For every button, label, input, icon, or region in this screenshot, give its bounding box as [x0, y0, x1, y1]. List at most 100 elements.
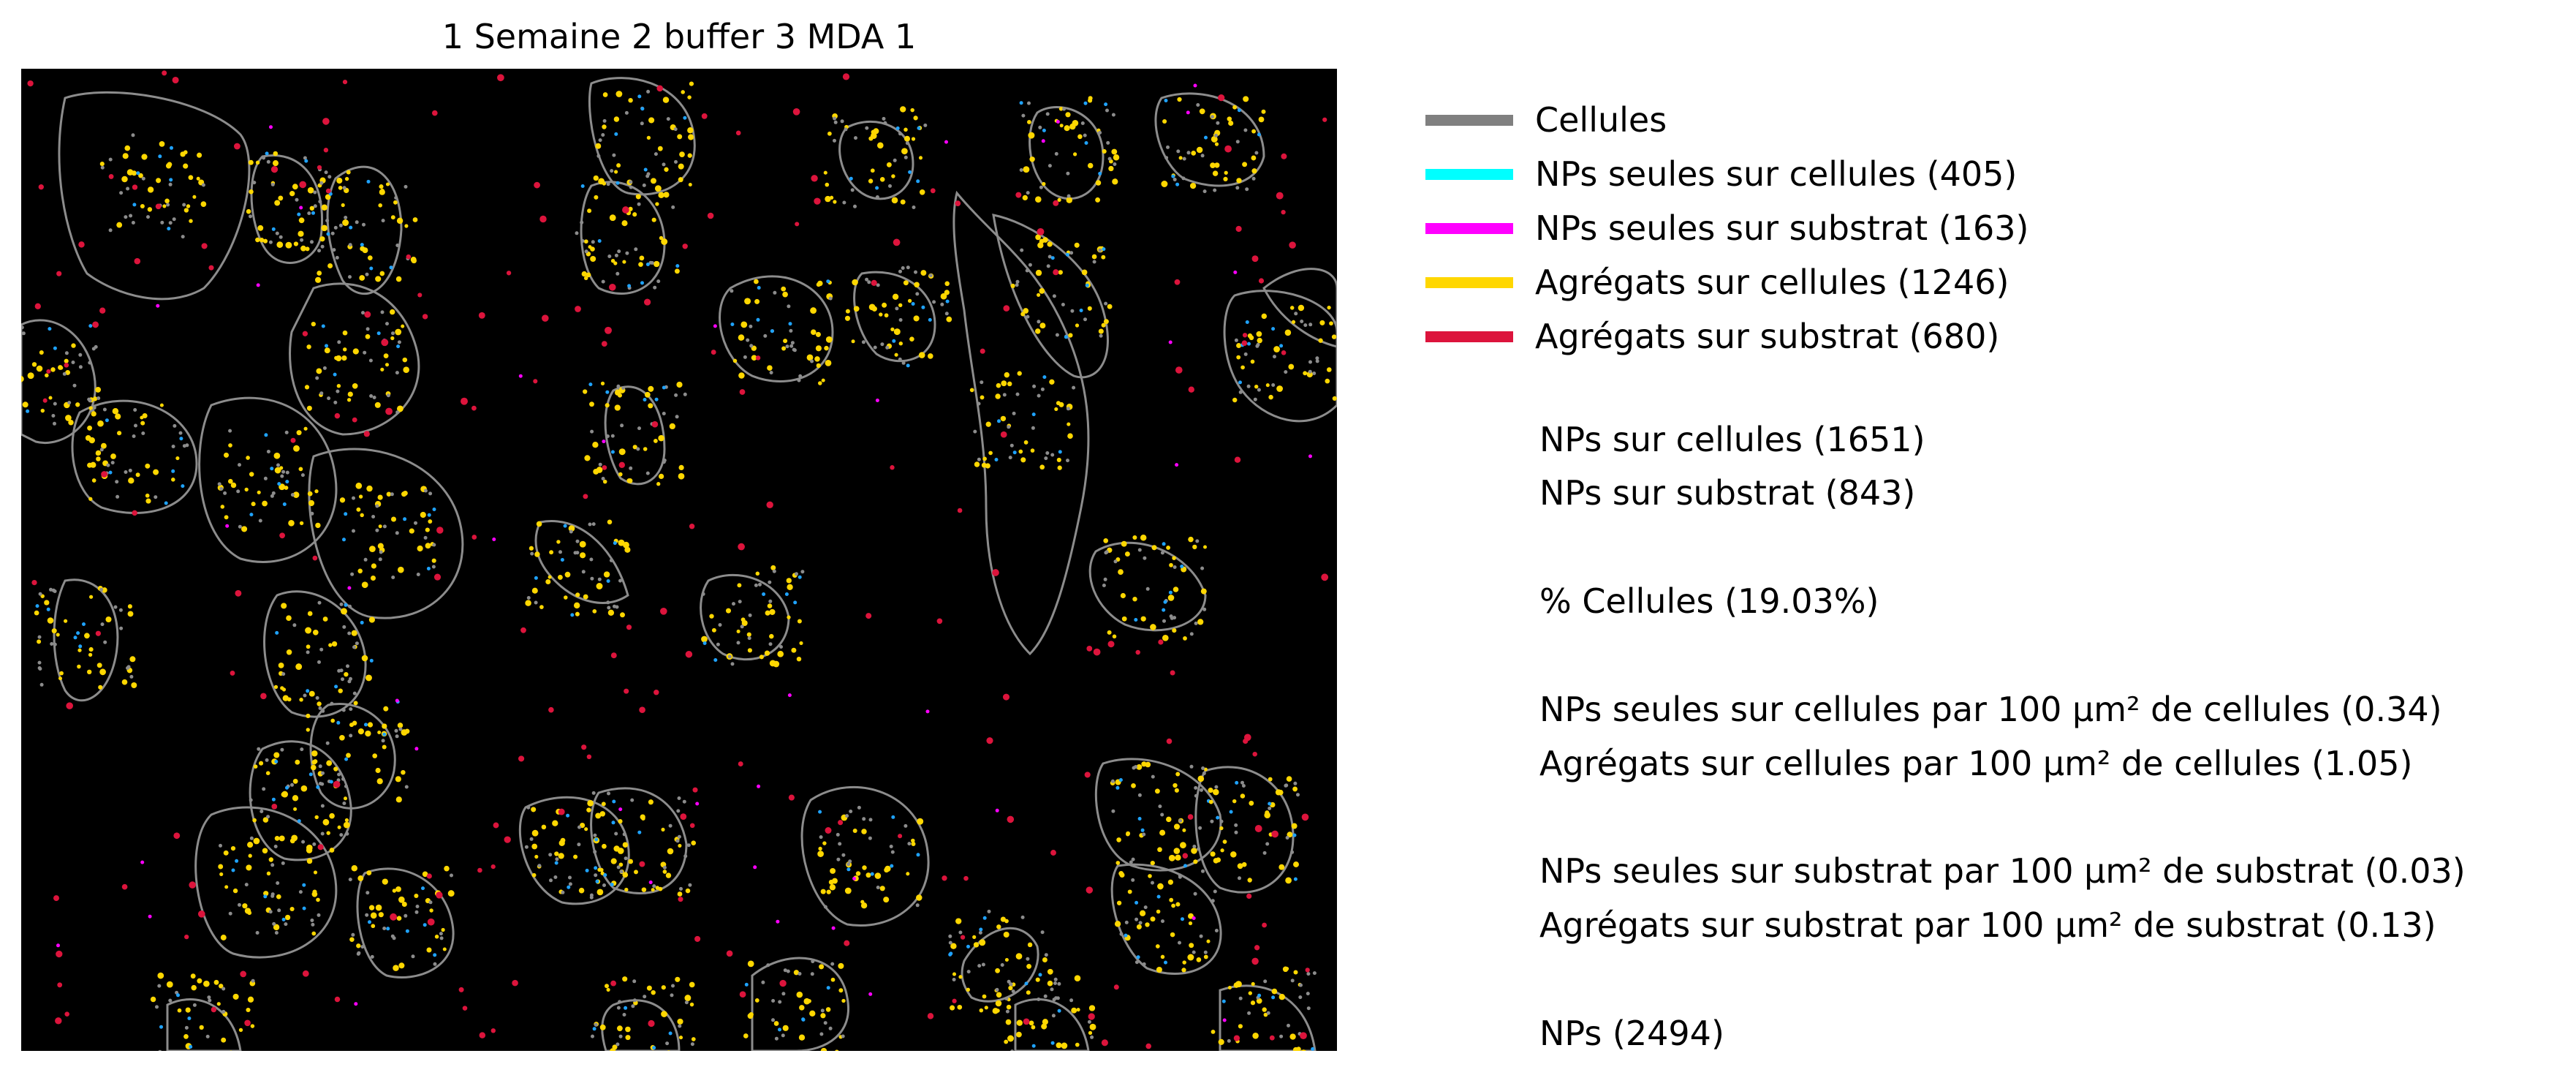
particle-dot: [776, 919, 780, 924]
particle-dot: [807, 999, 811, 1003]
particle-dot: [1089, 1023, 1096, 1030]
particle-dot: [353, 701, 358, 706]
particle-dot: [1173, 178, 1177, 181]
particle-dot: [1281, 350, 1287, 355]
particle-dot: [271, 797, 276, 802]
particle-dot: [1206, 939, 1211, 943]
particle-dot: [1230, 851, 1237, 858]
particle-dot: [84, 633, 90, 639]
particle-dot: [359, 275, 365, 281]
particle-dot: [99, 587, 104, 592]
particle-dot: [606, 987, 610, 992]
particle-dot: [300, 747, 304, 752]
particle-dot: [635, 194, 641, 200]
particle-dot: [238, 463, 241, 467]
particle-dot: [552, 820, 558, 826]
particle-dot: [792, 348, 797, 352]
particle-dot: [292, 184, 298, 190]
particle-dot: [602, 479, 607, 484]
particle-dot: [341, 708, 346, 712]
particle-dot: [1308, 323, 1313, 327]
particle-dot: [985, 421, 991, 427]
particle-dot: [1084, 772, 1091, 778]
particle-dot: [573, 602, 580, 609]
particle-dot: [38, 592, 42, 596]
particle-dot: [1166, 145, 1170, 149]
particle-dot: [1083, 317, 1087, 322]
particle-dot: [674, 393, 678, 397]
particle-dot: [384, 363, 390, 367]
particle-dot: [251, 502, 256, 507]
particle-dot: [103, 640, 107, 644]
particle-dot: [667, 848, 674, 855]
particle-dot: [1004, 919, 1009, 924]
particle-dot: [1095, 180, 1102, 186]
particle-dot: [279, 466, 284, 470]
particle-dot: [478, 312, 485, 319]
particle-dot: [162, 70, 167, 76]
particle-dot: [595, 143, 602, 149]
particle-dot: [1050, 850, 1056, 856]
particle-dot: [852, 876, 857, 881]
particle-dot: [646, 135, 651, 140]
particle-dot: [365, 333, 371, 339]
particle-dot: [397, 340, 401, 344]
particle-dot: [740, 321, 748, 328]
particle-dot: [996, 1008, 1000, 1013]
particle-dot: [1251, 168, 1257, 174]
particle-dot: [624, 546, 631, 553]
particle-dot: [1325, 378, 1330, 384]
particle-dot: [338, 223, 343, 227]
particle-dot: [447, 890, 455, 897]
particle-dot: [380, 367, 384, 372]
particle-dot: [1039, 288, 1045, 294]
particle-dot: [1031, 1025, 1036, 1030]
particle-dot: [825, 360, 832, 366]
particle-dot: [950, 943, 957, 949]
particle-dot: [639, 255, 645, 261]
particle-dot: [1201, 869, 1205, 873]
particle-dot: [531, 829, 539, 837]
particle-dot: [1005, 1019, 1012, 1025]
particle-dot: [979, 1008, 984, 1013]
particle-dot: [1113, 559, 1118, 564]
particle-dot: [343, 796, 348, 801]
particle-dot: [259, 238, 265, 243]
particle-dot: [377, 494, 383, 500]
particle-dot: [615, 91, 623, 97]
particle-dot: [333, 225, 338, 230]
particle-dot: [401, 769, 406, 775]
particle-dot: [360, 513, 364, 518]
particle-dot: [787, 584, 793, 590]
particle-dot: [1057, 1008, 1061, 1013]
particle-dot: [308, 499, 315, 507]
particle-dot: [1284, 370, 1288, 374]
particle-dot: [852, 828, 857, 834]
particle-dot: [835, 1049, 839, 1051]
particle-dot: [417, 545, 423, 552]
particle-dot: [548, 575, 552, 579]
particle-dot: [1182, 828, 1186, 832]
particle-dot: [301, 840, 306, 844]
particle-dot: [1030, 448, 1035, 453]
particle-dot: [426, 947, 432, 953]
particle-dot: [324, 170, 328, 175]
particle-dot: [973, 429, 977, 434]
particle-dot: [754, 298, 760, 304]
particle-dot: [224, 885, 229, 889]
particle-dot: [306, 728, 310, 732]
particle-dot: [1143, 905, 1148, 910]
particle-dot: [208, 998, 212, 1003]
particle-dot: [346, 170, 351, 175]
particle-dot: [585, 868, 589, 872]
particle-dot: [579, 540, 586, 548]
particle-dot: [66, 702, 73, 709]
particle-dot: [687, 127, 694, 134]
particle-dot: [601, 802, 606, 807]
particle-dot: [1058, 107, 1064, 111]
particle-dot: [609, 214, 616, 222]
particle-dot: [678, 1024, 682, 1028]
particle-dot: [404, 224, 409, 228]
particle-dot: [375, 767, 381, 774]
particle-dot: [331, 641, 338, 647]
